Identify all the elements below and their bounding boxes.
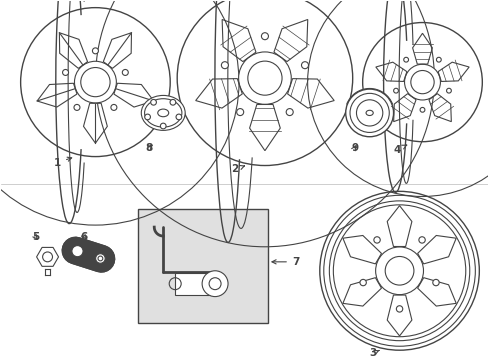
Circle shape [375, 247, 423, 294]
Circle shape [446, 88, 450, 93]
Circle shape [418, 237, 425, 243]
Text: 9: 9 [350, 143, 358, 153]
Circle shape [236, 109, 243, 116]
Text: 5: 5 [32, 232, 39, 242]
Ellipse shape [141, 95, 185, 130]
Circle shape [92, 48, 98, 54]
Circle shape [359, 279, 366, 286]
Circle shape [74, 61, 116, 103]
Polygon shape [37, 247, 59, 266]
Circle shape [62, 69, 68, 76]
Circle shape [345, 89, 393, 137]
Circle shape [261, 33, 268, 40]
Ellipse shape [319, 192, 478, 350]
Circle shape [419, 107, 424, 112]
Circle shape [396, 306, 402, 312]
Circle shape [301, 62, 308, 69]
Text: 2: 2 [231, 165, 244, 175]
Circle shape [373, 237, 380, 243]
Circle shape [72, 246, 83, 257]
Circle shape [160, 123, 166, 129]
Circle shape [96, 254, 105, 263]
Circle shape [432, 279, 438, 286]
Circle shape [74, 104, 80, 111]
Text: 3: 3 [368, 348, 378, 358]
Circle shape [150, 99, 156, 105]
Text: 4: 4 [393, 145, 406, 155]
Bar [175, 273, 215, 294]
Circle shape [436, 57, 440, 62]
Text: 6: 6 [81, 232, 88, 242]
Circle shape [285, 109, 293, 116]
Circle shape [170, 99, 175, 105]
Text: 1: 1 [54, 157, 72, 167]
Circle shape [144, 114, 150, 120]
Circle shape [221, 62, 228, 69]
Text: 7: 7 [271, 257, 299, 267]
Circle shape [393, 88, 398, 93]
Ellipse shape [362, 23, 481, 142]
Text: 8: 8 [145, 143, 153, 153]
Circle shape [202, 271, 227, 297]
Circle shape [122, 69, 128, 76]
Circle shape [176, 114, 182, 120]
Circle shape [403, 57, 407, 62]
Ellipse shape [177, 0, 352, 166]
Circle shape [111, 104, 117, 111]
Ellipse shape [20, 8, 170, 157]
Bar [138, 209, 267, 323]
Circle shape [238, 52, 291, 104]
Circle shape [404, 64, 440, 100]
